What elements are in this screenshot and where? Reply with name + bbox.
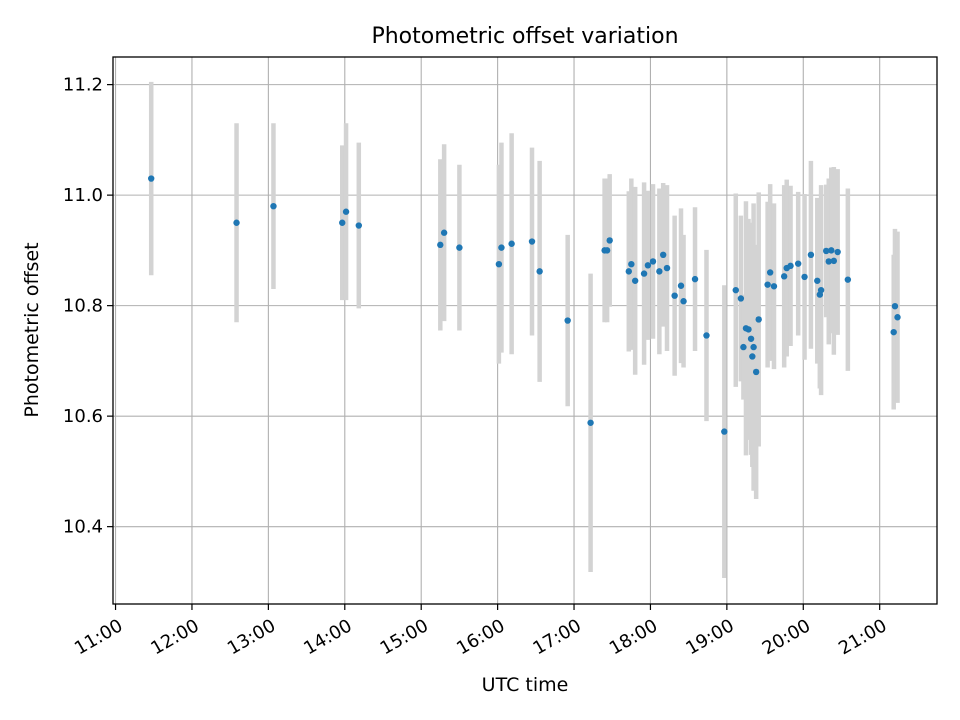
data-points bbox=[148, 175, 901, 435]
data-point bbox=[606, 237, 613, 244]
data-point bbox=[817, 286, 825, 294]
x-axis-label: UTC time bbox=[482, 674, 569, 696]
data-point bbox=[764, 281, 771, 288]
data-point bbox=[721, 428, 728, 435]
data-point bbox=[780, 273, 788, 280]
data-point bbox=[631, 277, 639, 284]
data-point bbox=[663, 264, 671, 272]
data-point bbox=[807, 251, 815, 259]
data-point bbox=[814, 277, 821, 284]
data-point bbox=[656, 268, 663, 275]
data-point bbox=[755, 316, 762, 323]
data-point bbox=[691, 275, 699, 283]
data-point bbox=[844, 276, 852, 283]
data-point bbox=[737, 295, 745, 302]
data-point bbox=[752, 368, 760, 376]
data-point bbox=[603, 247, 611, 254]
y-axis-ticks: 10.4 10.6 10.8 11.0 11.2 bbox=[63, 75, 113, 538]
data-point bbox=[437, 241, 444, 249]
data-point bbox=[528, 238, 536, 245]
data-point bbox=[233, 219, 240, 226]
data-point bbox=[270, 202, 277, 210]
y-tick-label: 11.2 bbox=[63, 75, 103, 96]
y-axis-label: Photometric offset bbox=[21, 242, 43, 417]
data-point bbox=[640, 270, 648, 277]
data-point bbox=[740, 343, 747, 351]
data-point bbox=[747, 335, 755, 342]
data-point bbox=[625, 268, 632, 275]
y-tick-label: 10.6 bbox=[63, 406, 103, 427]
data-point bbox=[677, 282, 685, 289]
y-tick-label: 10.8 bbox=[63, 296, 103, 317]
data-point bbox=[822, 247, 830, 255]
chart-title: Photometric offset variation bbox=[371, 24, 678, 49]
data-point bbox=[787, 262, 794, 270]
data-point bbox=[456, 244, 463, 251]
data-point bbox=[508, 240, 515, 247]
data-point bbox=[659, 251, 667, 259]
data-point bbox=[440, 229, 448, 236]
data-point bbox=[498, 244, 505, 251]
data-point bbox=[801, 273, 808, 281]
data-point bbox=[680, 298, 687, 305]
data-point bbox=[732, 286, 739, 294]
data-point bbox=[745, 326, 752, 333]
plot-frame bbox=[112, 56, 938, 605]
data-point bbox=[649, 258, 657, 265]
data-point bbox=[825, 258, 832, 265]
data-point bbox=[890, 328, 897, 336]
data-point bbox=[355, 222, 362, 229]
y-tick-label: 11.0 bbox=[63, 185, 103, 206]
data-point bbox=[894, 314, 901, 321]
data-point bbox=[564, 317, 571, 324]
data-point bbox=[749, 353, 756, 360]
data-point bbox=[148, 175, 155, 182]
data-point bbox=[766, 269, 774, 276]
data-point bbox=[891, 302, 899, 310]
y-tick-label: 10.4 bbox=[63, 517, 103, 538]
data-point bbox=[828, 247, 835, 254]
data-point bbox=[834, 248, 841, 256]
data-point bbox=[342, 208, 350, 215]
data-point bbox=[671, 292, 678, 299]
data-point bbox=[495, 260, 503, 268]
data-point bbox=[339, 219, 346, 226]
data-point bbox=[536, 268, 543, 275]
data-point bbox=[830, 257, 838, 265]
data-point bbox=[703, 332, 710, 339]
data-point bbox=[587, 419, 594, 426]
data-point bbox=[644, 262, 652, 269]
data-point bbox=[628, 260, 635, 268]
data-point bbox=[794, 260, 802, 267]
data-point bbox=[750, 343, 757, 351]
data-point bbox=[770, 283, 778, 290]
